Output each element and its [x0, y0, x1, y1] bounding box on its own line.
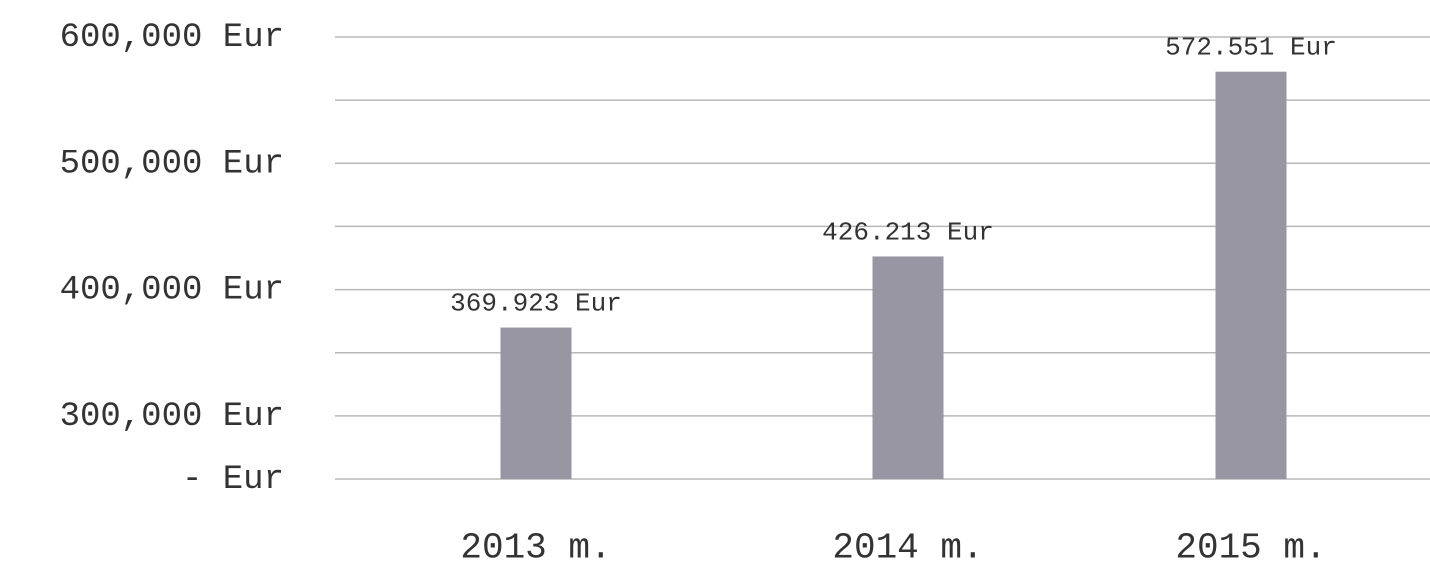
value-label: 426.213 Eur [822, 217, 994, 247]
bar [500, 327, 572, 479]
bar [1215, 71, 1287, 479]
x-tick-label: 2015 m. [1175, 528, 1326, 562]
y-tick-label: 400,000 Eur [60, 272, 284, 310]
y-tick-label: 300,000 Eur [60, 398, 284, 436]
value-label: 572.551 Eur [1165, 33, 1337, 63]
x-tick-label: 2013 m. [460, 528, 611, 562]
y-tick-label: 500,000 Eur [60, 145, 284, 183]
value-label: 369.923 Eur [450, 288, 622, 318]
y-tick-label: 600,000 Eur [60, 19, 284, 57]
y-tick-label: - Eur [182, 461, 284, 499]
x-tick-label: 2014 m. [832, 528, 983, 562]
bar [872, 256, 944, 479]
